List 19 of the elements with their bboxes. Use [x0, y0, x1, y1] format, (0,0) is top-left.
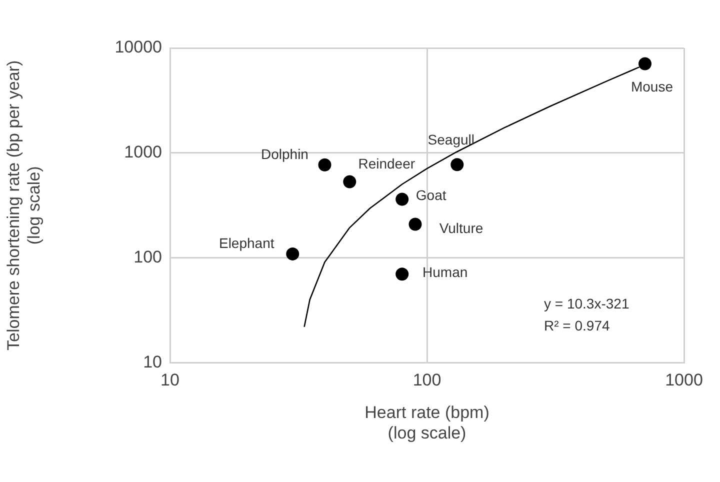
y-tick-label: 10 [143, 352, 162, 372]
annotation: Seagull [428, 131, 474, 148]
x-tick-label: 10 [160, 370, 180, 390]
annotation: Vulture [439, 220, 484, 236]
annotation: Mouse [630, 78, 674, 95]
y-axis-title: Telomere shortening rate (bp per year) (log scale) [4, 60, 44, 350]
x-tick-label: 100 [412, 370, 442, 390]
y-tick-label: 100 [134, 248, 162, 267]
annotation: Human [422, 264, 468, 280]
annotation: Goat [416, 187, 446, 204]
annotation: Dolphin [260, 146, 308, 162]
x-tick-label: 1000 [665, 370, 703, 390]
annotation: R² = 0.974 [544, 318, 610, 334]
y-tick-label: 1000 [124, 142, 162, 162]
y-tick-label: 10000 [114, 38, 162, 57]
annotation: y = 10.3x-321 [544, 296, 630, 312]
annotation: Reindeer [358, 156, 416, 172]
annotation: Elephant [218, 234, 274, 251]
x-axis-title: Heart rate (bpm) (log scale) [364, 403, 490, 442]
